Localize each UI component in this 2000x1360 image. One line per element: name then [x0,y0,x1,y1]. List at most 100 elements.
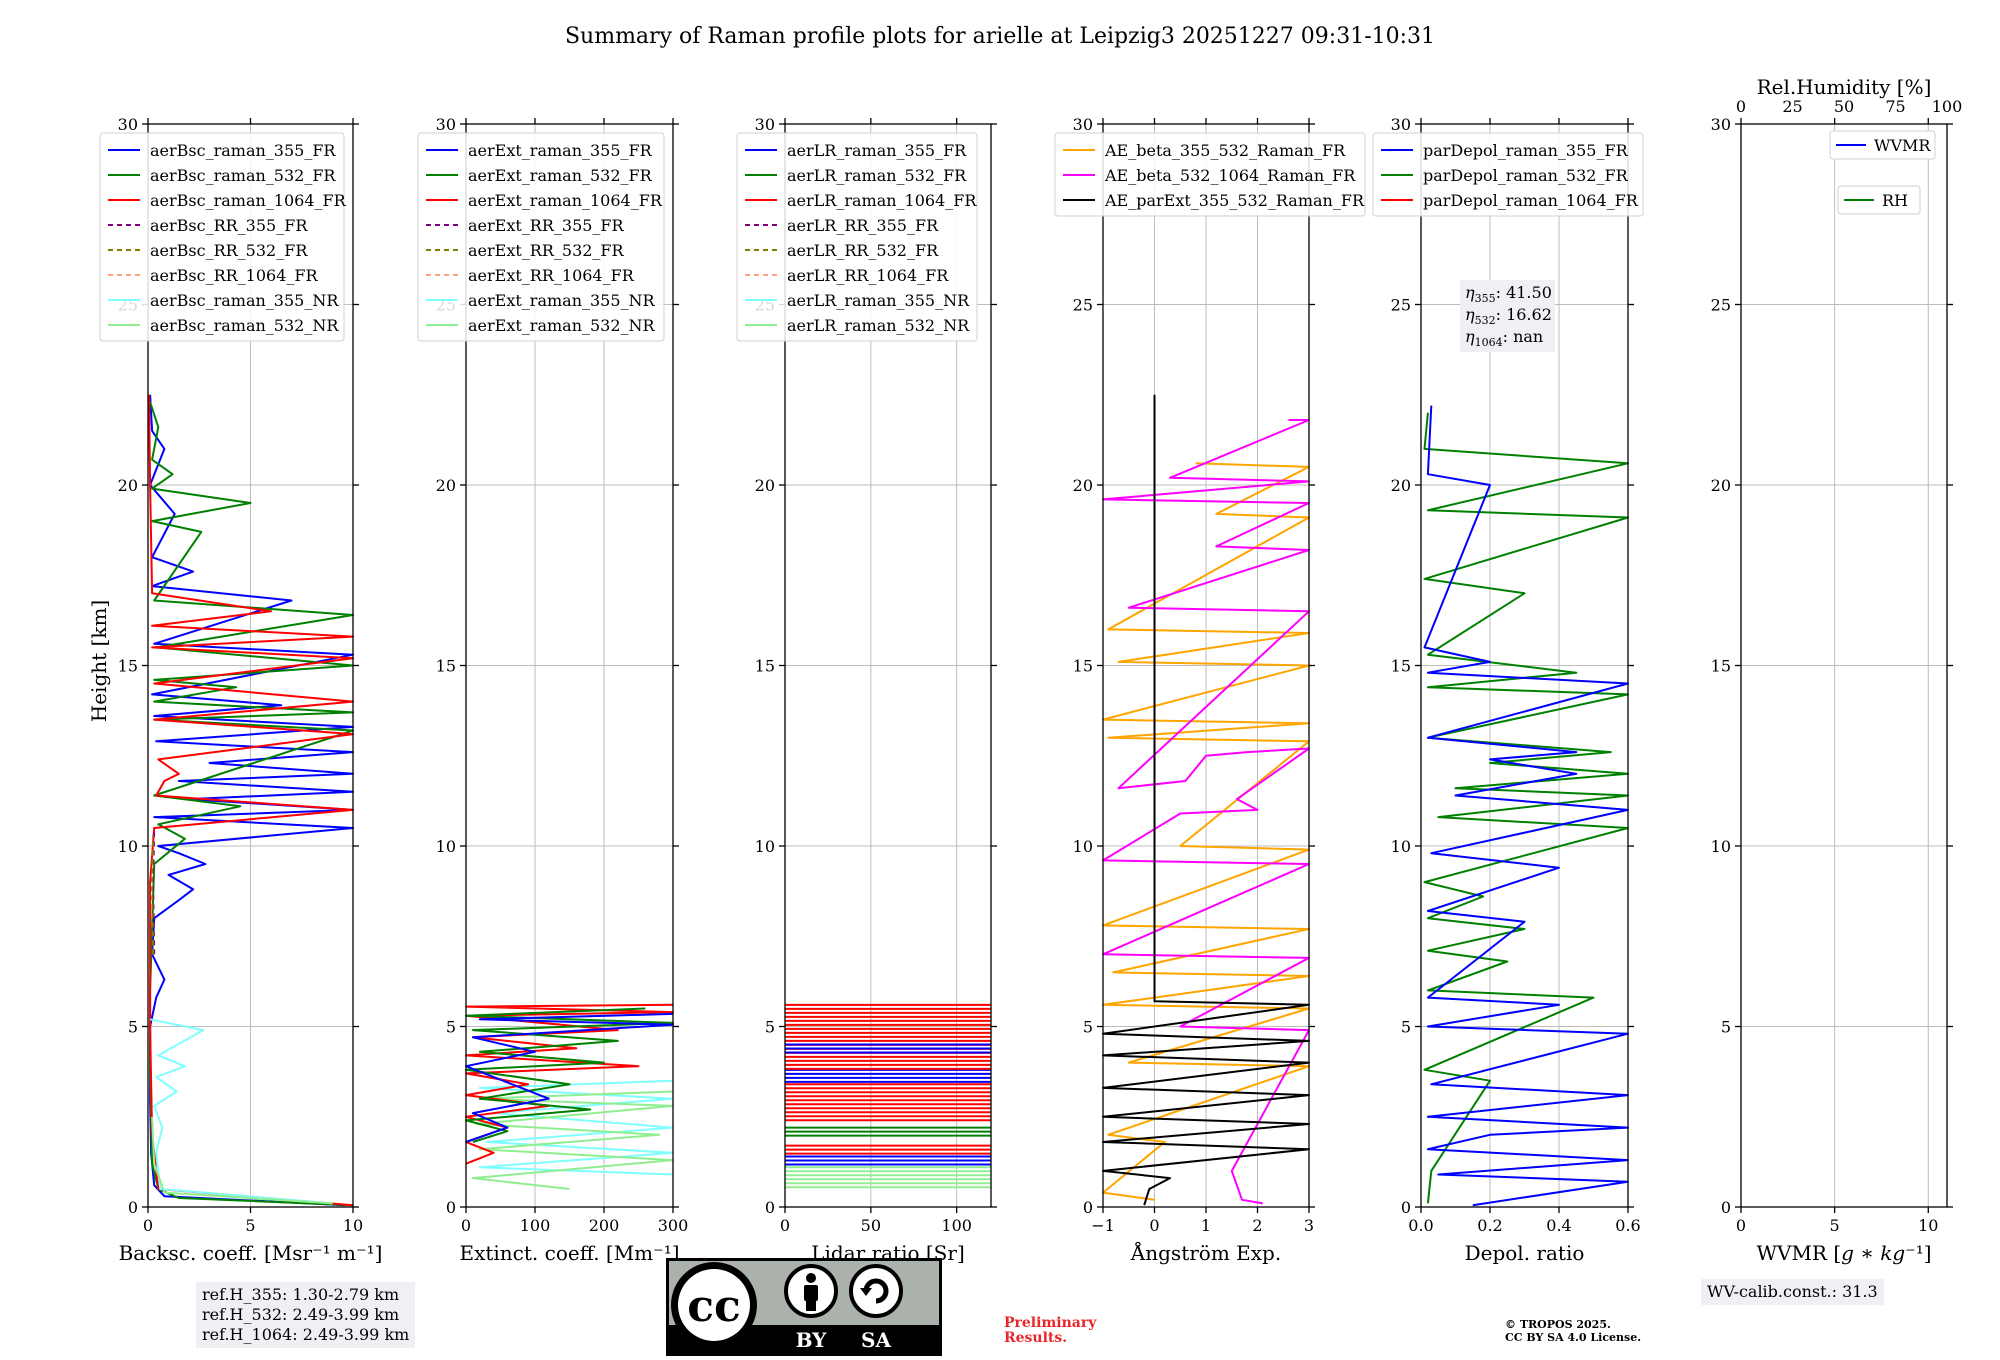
x-tick-label: 0.2 [1477,1216,1502,1235]
legend-entry-label: parDepol_raman_1064_FR [1423,191,1639,210]
series-aerBsc_raman_355_NR [149,1018,333,1205]
x-tick-label: 0 [780,1216,790,1235]
x-tick-label: 50 [861,1216,881,1235]
top-axis-tick-label: 0 [1736,97,1746,116]
y-tick-label: 5 [128,1018,138,1037]
legend-entry-label: aerBsc_RR_355_FR [150,216,308,235]
cc-icon: cc [671,1262,757,1348]
legend-entry-label: parDepol_raman_532_FR [1423,166,1629,185]
y-tick-label: 0 [1401,1198,1411,1217]
y-tick-label: 30 [1073,115,1093,134]
legend-ae: AE_beta_355_532_Raman_FR AE_beta_532_1064… [1054,132,1366,217]
y-tick-label: 10 [1711,837,1731,856]
x-tick-label: 0 [1149,1216,1159,1235]
x-tick-label: −1 [1091,1216,1115,1235]
top-axis-tick-label: 25 [1782,97,1802,116]
x-axis-label: Depol. ratio [1465,1241,1585,1265]
legend-entry-label: aerBsc_raman_532_FR [150,166,336,185]
legend-box [736,132,978,342]
badge-sa-text: SA [861,1328,891,1352]
legend-box [417,132,665,342]
top-axis-tick-label: 50 [1834,97,1854,116]
legend-box-rh [1837,185,1921,215]
x-tick-label: 100 [941,1216,972,1235]
y-tick-label: 30 [1391,115,1411,134]
y-tick-label: 5 [1083,1018,1093,1037]
eta-value: : 41.50 [1496,283,1552,302]
cc-mark-text: cc [687,1281,741,1332]
x-tick-label: 5 [245,1216,255,1235]
series-parDepol_raman_532_FR [1423,412,1629,1204]
eta-subscript: 532 [1475,314,1496,327]
x-axis-label: Backsc. coeff. [Msr⁻¹ m⁻¹] [119,1241,383,1265]
x-tick-label: 100 [520,1216,551,1235]
legend-box [1372,132,1644,217]
legend-entry-label: aerLR_raman_1064_FR [787,191,977,210]
legend-box [99,132,345,342]
top-axis-tick-label: 75 [1885,97,1905,116]
y-tick-label: 10 [1391,837,1411,856]
y-tick-label: 30 [1711,115,1731,134]
eta-line: η532: 16.62 [1465,305,1552,327]
y-tick-label: 10 [755,837,775,856]
eta-symbol: η [1465,327,1475,346]
cc-by-sa-license-badge: cc BY SA [666,1258,942,1356]
series-aerBsc_RR_532_FR [151,835,155,955]
y-tick-label: 15 [1073,657,1093,676]
legend-entry-label: aerLR_raman_355_NR [787,291,970,310]
y-tick-label: 20 [1391,476,1411,495]
y-tick-label: 25 [1073,296,1093,315]
legend-entry-label: aerBsc_RR_1064_FR [150,266,319,285]
legend-entry-label: WVMR [1874,136,1931,155]
ref-height-355: ref.H_355: 1.30-2.79 km [202,1285,400,1304]
legend-box [1054,132,1366,217]
y-tick-label: 25 [1711,296,1731,315]
x-axis-label: Ångström Exp. [1130,1240,1281,1265]
y-tick-label: 0 [446,1198,456,1217]
legend-entry-label: parDepol_raman_355_FR [1423,141,1629,160]
ref-height-1064: ref.H_1064: 2.49-3.99 km [202,1325,410,1344]
legend-depol: parDepol_raman_355_FR parDepol_raman_532_… [1372,132,1644,217]
x-tick-label: 2 [1252,1216,1262,1235]
y-tick-label: 10 [118,837,138,856]
preliminary-line-1: Preliminary [1004,1315,1097,1331]
y-tick-label: 0 [1083,1198,1093,1217]
legend-entry-label: RH [1882,191,1908,210]
wv-calibration-text: WV-calib.const.: 31.3 [1707,1282,1878,1301]
share-alike-icon [849,1264,903,1318]
y-tick-label: 25 [1391,296,1411,315]
legend-entry-label: AE_parExt_355_532_Raman_FR [1104,191,1365,210]
x-tick-label: 0.4 [1546,1216,1571,1235]
copyright-line-1: © TROPOS 2025. [1505,1318,1611,1331]
y-tick-label: 5 [1401,1018,1411,1037]
eta-value: : nan [1503,327,1544,346]
copyright-line-2: CC BY SA 4.0 License. [1505,1331,1642,1344]
eta-line: η1064: nan [1465,327,1543,349]
eta-symbol: η [1465,305,1475,324]
y-tick-label: 30 [118,115,138,134]
y-tick-label: 0 [128,1198,138,1217]
y-tick-label: 20 [118,476,138,495]
x-tick-label: 3 [1304,1216,1314,1235]
legend-entry-label: aerLR_raman_355_FR [787,141,967,160]
eta-subscript: 355 [1475,292,1496,305]
x-tick-label: 200 [589,1216,620,1235]
y-tick-label: 15 [755,657,775,676]
x-tick-label: 300 [658,1216,689,1235]
x-tick-label: 0.6 [1615,1216,1640,1235]
y-tick-label: 10 [436,837,456,856]
legend-entry-label: aerLR_RR_355_FR [787,216,939,235]
y-tick-label: 0 [1721,1198,1731,1217]
preliminary-line-2: Results. [1004,1330,1068,1346]
y-tick-label: 5 [1721,1018,1731,1037]
x-tick-label: 5 [1830,1216,1840,1235]
series-aerExt_raman_355_FR [465,1012,674,1143]
x-tick-label: 0.0 [1408,1216,1433,1235]
y-tick-label: 0 [765,1198,775,1217]
y-tick-label: 15 [118,657,138,676]
x-axis-label: WVMR [𝑔 ∗ 𝑘𝑔⁻¹] [1756,1241,1931,1265]
legend-entry-label: aerExt_RR_1064_FR [468,266,635,285]
